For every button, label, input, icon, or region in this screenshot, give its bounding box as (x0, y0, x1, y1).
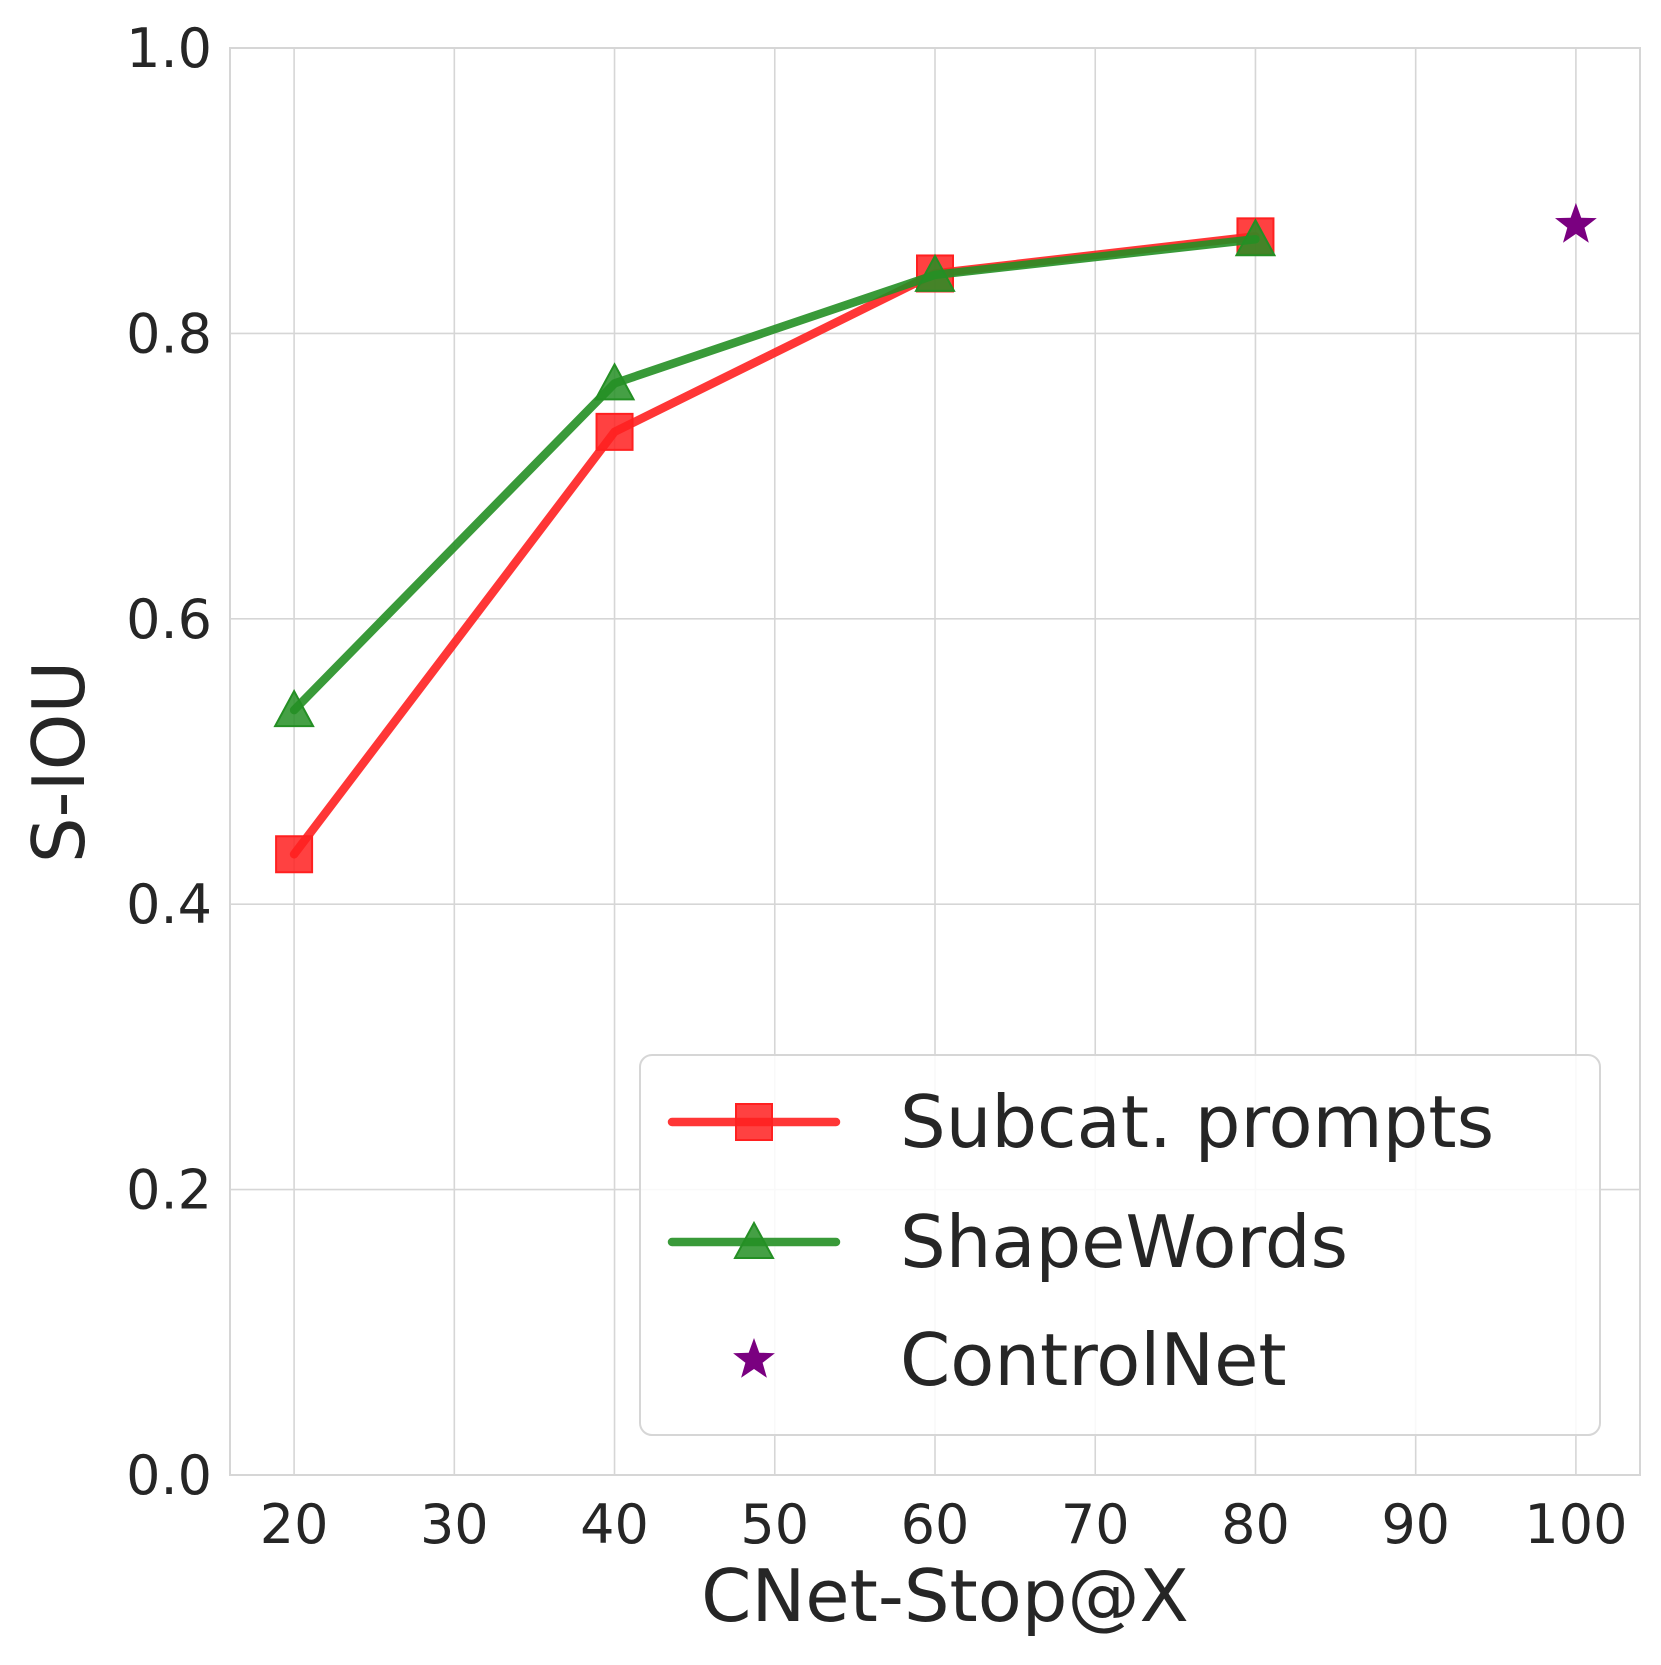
triangle-marker (593, 362, 636, 401)
x-tick-label: 60 (901, 1493, 970, 1556)
x-tick-label: 30 (420, 1493, 489, 1556)
series (1555, 202, 1597, 243)
square-marker (595, 412, 634, 451)
triangle-marker (273, 689, 315, 728)
plot-area-frame (229, 47, 1641, 1476)
x-axis-ticks: 20 30 40 50 60 70 80 90 100 (260, 1493, 1628, 1556)
legend-label: ControlNet (900, 1318, 1287, 1402)
y-tick-label: 0.4 (126, 873, 212, 936)
y-tick-label: 0.0 (126, 1444, 212, 1507)
square-marker (275, 835, 314, 874)
star-marker (733, 1338, 775, 1378)
x-tick-label: 80 (1221, 1493, 1290, 1556)
series-line (289, 234, 1260, 715)
x-tick-label: 100 (1524, 1493, 1627, 1556)
x-tick-label: 90 (1381, 1493, 1450, 1556)
legend-box (639, 1054, 1601, 1436)
x-tick-label: 20 (260, 1493, 329, 1556)
x-tick-label: 40 (580, 1493, 649, 1556)
square-marker (735, 1103, 773, 1141)
x-axis-title: CNet-Stop@X (701, 1554, 1189, 1638)
y-axis-title: S-IOU (17, 661, 101, 863)
legend-entry: ControlNet (733, 1318, 1287, 1402)
legend-entry: Subcat. prompts (667, 1080, 1494, 1164)
y-tick-label: 0.8 (126, 302, 212, 365)
legend-label: ShapeWords (900, 1200, 1348, 1284)
legend: Subcat. prompts ShapeWords ControlNet (639, 1054, 1601, 1436)
y-tick-label: 0.2 (126, 1159, 212, 1222)
triangle-marker (733, 1220, 775, 1259)
legend-label: Subcat. prompts (900, 1080, 1494, 1164)
series (273, 218, 1277, 728)
triangle-marker (1234, 218, 1277, 257)
y-tick-label: 0.6 (126, 588, 212, 651)
triangle-marker (914, 253, 956, 292)
y-axis-ticks: 0.0 0.2 0.4 0.6 0.8 1.0 (126, 17, 212, 1507)
y-tick-label: 1.0 (126, 17, 212, 80)
x-tick-label: 70 (1061, 1493, 1130, 1556)
series-group (273, 202, 1597, 874)
gridlines (230, 47, 1640, 1476)
x-tick-label: 50 (740, 1493, 809, 1556)
star-marker (1555, 202, 1597, 243)
legend-entry: ShapeWords (667, 1200, 1348, 1284)
